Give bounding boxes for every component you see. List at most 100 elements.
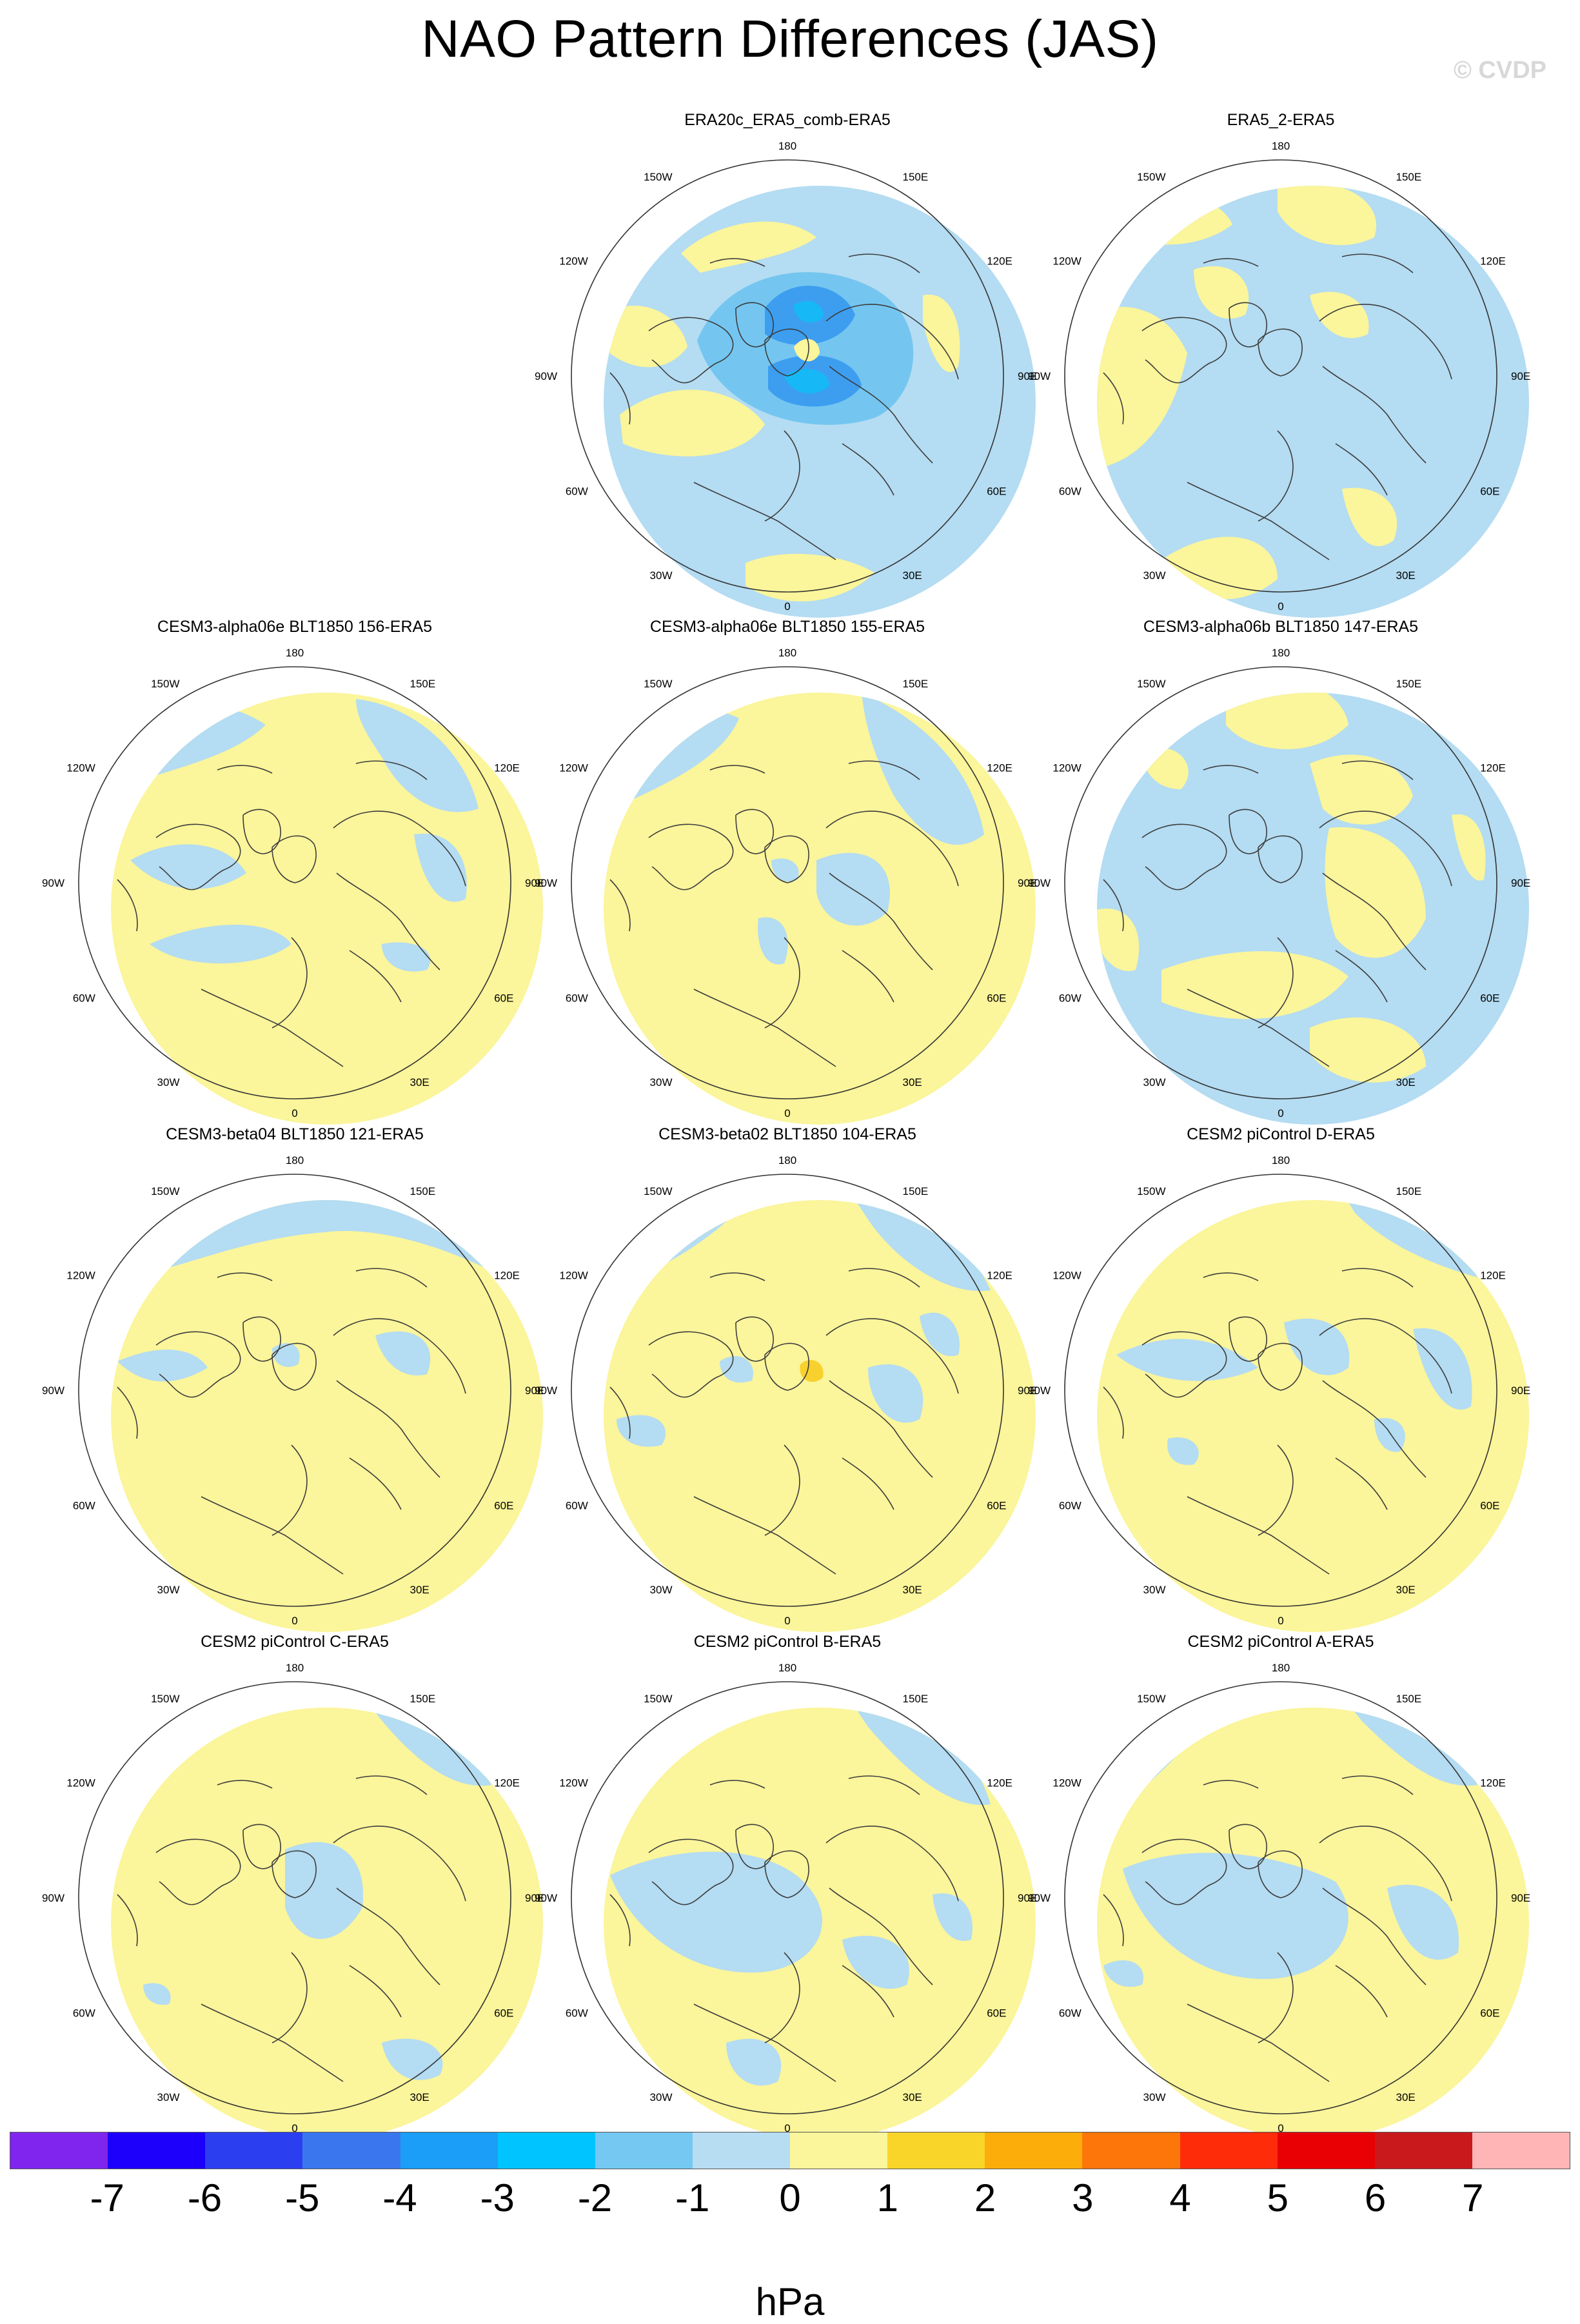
contour-region [794, 339, 820, 362]
longitude-label: 30W [157, 2091, 180, 2103]
longitude-label: 60E [1480, 486, 1499, 498]
coastline [848, 253, 920, 273]
coastline [1319, 304, 1452, 380]
colorbar-swatch [205, 2132, 303, 2169]
colorbar-unit: hPa [755, 2280, 825, 2323]
longitude-label: 0 [1278, 2122, 1283, 2134]
coastline [1335, 1965, 1388, 2018]
map-border [78, 1681, 511, 2114]
coastline [1341, 1775, 1414, 1795]
contour-region [620, 389, 765, 457]
coastline [693, 989, 836, 1067]
coastline [842, 950, 894, 1003]
coastline [825, 1318, 959, 1394]
polar-map: 180 150E 120E 90E 60E 30E 0 30W 60W 90W 120W 150W [1028, 140, 1530, 618]
colorbar-tick-label: -4 [382, 2176, 417, 2220]
colorbar-tick-label: -3 [480, 2176, 515, 2220]
longitude-label: 60E [987, 992, 1006, 1005]
colorbar-swatch [1180, 2132, 1278, 2169]
colorbar-swatch [108, 2132, 206, 2169]
coastline [1258, 1952, 1294, 2043]
map-border [1064, 666, 1497, 1099]
longitude-label: 90W [1028, 1892, 1051, 1904]
longitude-label: 90E [1018, 370, 1037, 382]
contour-region [1310, 291, 1369, 339]
longitude-label: 30E [903, 2091, 922, 2103]
polar-map: 180 150E 120E 90E 60E 30E 0 30W 60W 90W 120W 150W [42, 1662, 544, 2140]
longitude-label: 120W [559, 255, 588, 268]
panel-title: CESM3-beta02 BLT1850 104-ERA5 [658, 1125, 916, 1143]
coastline [1103, 1386, 1124, 1439]
coastline [217, 1272, 273, 1281]
coastline [1141, 317, 1227, 384]
coastline [648, 823, 734, 891]
contour-region [1278, 186, 1376, 246]
longitude-label: 0 [784, 1615, 790, 1627]
coastline [764, 1444, 800, 1536]
coastline [1141, 823, 1227, 891]
longitude-label: 120E [1480, 1777, 1506, 1789]
map-panel: CESM2 piControl D-ERA5 180 150E 120E 90E 60E 3… [1028, 1125, 1530, 1635]
longitude-label: 60E [987, 1500, 1006, 1512]
coastline [1322, 872, 1427, 970]
longitude-label: 90E [1511, 370, 1530, 382]
coastline [1341, 760, 1414, 780]
longitude-label: 60W [73, 2007, 95, 2020]
longitude-label: 180 [1272, 140, 1290, 152]
polar-map: 180 150E 120E 90E 60E 30E 0 30W 60W 90W 120W 150W [42, 647, 544, 1125]
longitude-label: 30W [157, 1584, 180, 1596]
longitude-label: 90W [1028, 370, 1051, 382]
coastline [1187, 2004, 1330, 2082]
longitude-label: 150E [903, 1185, 929, 1197]
longitude-label: 120E [1480, 1270, 1506, 1282]
longitude-label: 90W [535, 370, 557, 382]
longitude-label: 90E [1511, 1384, 1530, 1397]
longitude-label: 120W [1052, 255, 1081, 268]
coastline [764, 1850, 809, 1898]
coastline [242, 809, 281, 854]
coastline [155, 823, 241, 891]
map-panel: CESM3-alpha06e BLT1850 155-ERA5 180 150E 12… [535, 618, 1037, 1127]
panel-title: CESM3-alpha06e BLT1850 155-ERA5 [649, 618, 925, 636]
colorbar-tick-label: -5 [285, 2176, 320, 2220]
coastline [1229, 302, 1267, 348]
colorbar-tick-label: 5 [1267, 2176, 1289, 2220]
coastline [842, 1457, 894, 1510]
longitude-label: 150W [644, 1185, 672, 1197]
longitude-label: 150E [903, 678, 929, 690]
colorbar-swatch [497, 2132, 595, 2169]
coastline [272, 1850, 317, 1898]
coastline [848, 760, 920, 780]
longitude-label: 30E [1396, 569, 1416, 582]
coastline [764, 937, 800, 1029]
colorbar-tick-label: -1 [675, 2176, 710, 2220]
coastline [272, 1444, 308, 1536]
longitude-label: 60E [987, 2007, 1006, 2020]
longitude-label: 150W [151, 1185, 179, 1197]
contour-region [868, 1364, 923, 1423]
coastline [272, 1952, 308, 2043]
colorbar-tick-label: 6 [1364, 2176, 1387, 2220]
longitude-label: 0 [1278, 600, 1283, 613]
coastline [1187, 1496, 1330, 1575]
coastline [848, 1268, 920, 1288]
contour-region [681, 221, 816, 273]
coastline [333, 1826, 466, 1902]
contour-region [720, 1355, 753, 1383]
colorbar-swatch [790, 2132, 888, 2169]
map-panel: CESM3-beta02 BLT1850 104-ERA5 180 150E 120E… [535, 1125, 1037, 1635]
coastline [1322, 1887, 1427, 1985]
coastline [1141, 1838, 1227, 1905]
longitude-label: 90E [525, 1384, 544, 1397]
longitude-label: 30W [1143, 1584, 1166, 1596]
colorbar-tick-label: 2 [974, 2176, 996, 2220]
figure-title: NAO Pattern Differences (JAS) [421, 10, 1159, 68]
coastline [1229, 1824, 1267, 1869]
coastline [842, 1965, 894, 2018]
map-border [571, 1681, 1004, 2114]
contour-region [923, 294, 960, 373]
longitude-label: 150W [151, 1693, 179, 1705]
coastline [709, 1780, 765, 1789]
coastline [1103, 372, 1124, 425]
colorbar-swatch [887, 2132, 985, 2169]
